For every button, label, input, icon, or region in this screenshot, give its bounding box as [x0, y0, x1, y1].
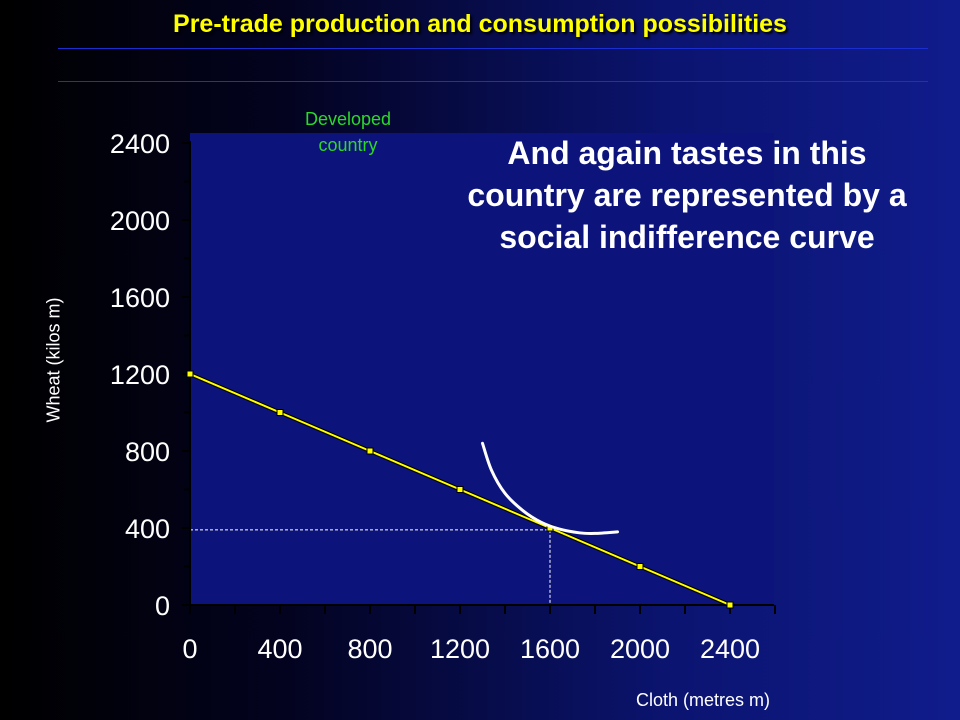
plot-area [190, 133, 774, 605]
x-tick-label: 800 [347, 634, 392, 664]
y-tick-label: 400 [125, 514, 170, 544]
consumption-guides [190, 529, 551, 605]
x-tick-label: 400 [257, 634, 302, 664]
x-tick-label: 2400 [700, 634, 760, 664]
y-tick-label: 0 [155, 591, 170, 621]
slide-title: Pre-trade production and consumption pos… [173, 10, 787, 38]
y-tick-label: 1200 [110, 360, 170, 390]
country-label: Developed country [304, 109, 392, 155]
y-axis-label: Wheat (kilos m) [43, 297, 64, 423]
title-divider-bottom [58, 81, 928, 82]
data-point [367, 448, 373, 454]
x-tick-label: 0 [182, 634, 197, 664]
title-divider-top [58, 48, 928, 49]
indifference-curve-group [481, 441, 619, 535]
x-axis-label: Cloth (metres m) [636, 690, 771, 710]
ppf-series [186, 370, 734, 609]
y-tick-label: 2400 [110, 129, 170, 159]
x-tick-label: 2000 [610, 634, 670, 664]
data-point [547, 525, 553, 531]
indifference-curve [481, 441, 619, 535]
data-point [277, 410, 283, 415]
y-tick-label: 2000 [110, 206, 170, 236]
y-tick-label: 1600 [110, 283, 170, 313]
tick-labels: 0 400 800 1200 1600 2000 2400 0 400 800 1200 1600 20… [110, 129, 760, 664]
data-point [727, 602, 733, 608]
data-point [637, 564, 643, 569]
y-tick-label: 800 [125, 437, 170, 467]
data-point [187, 371, 193, 377]
data-point [457, 487, 463, 492]
annotation-text: And again tastes in this country are rep… [467, 135, 907, 255]
x-tick-label: 1200 [430, 634, 490, 664]
x-tick-label: 1600 [520, 634, 580, 664]
